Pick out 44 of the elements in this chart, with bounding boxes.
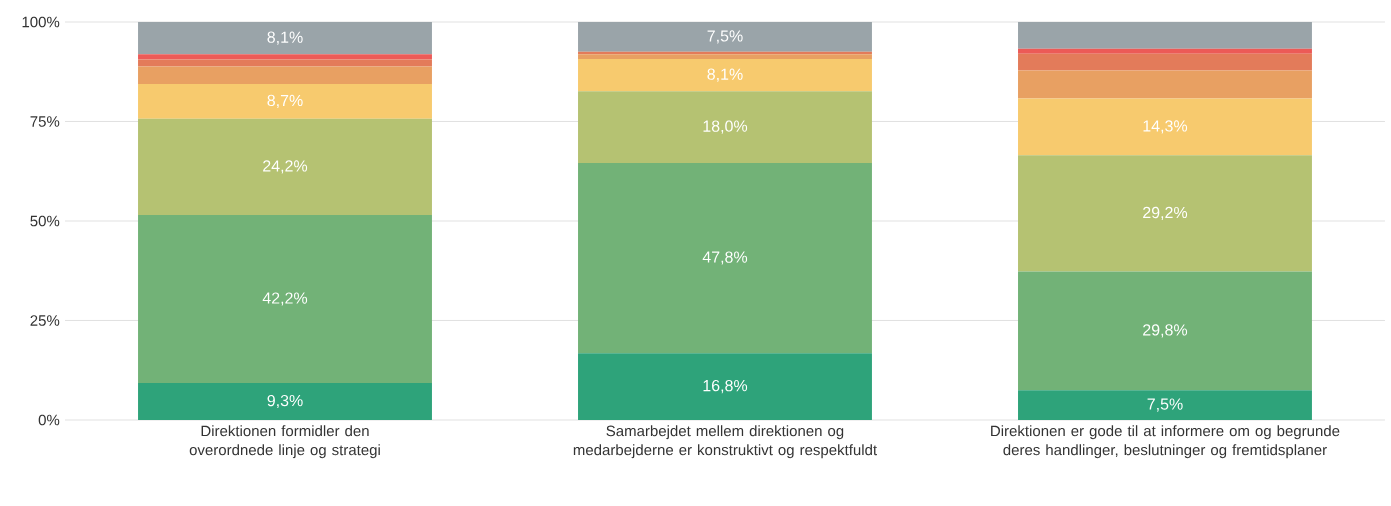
data-label: 18,0% [703,120,748,134]
bar [138,215,432,383]
data-label: 29,2% [1143,206,1188,221]
data-label: 42,2% [262,292,308,306]
bar [578,91,872,163]
bar [1018,155,1312,272]
bar [1018,98,1312,156]
data-label: 16,8% [703,379,748,394]
bar [1018,271,1312,391]
bar [578,59,872,92]
bar [1018,390,1312,420]
bar [138,59,432,67]
data-label: 9,3% [267,394,303,409]
data-label: 8,7% [267,94,303,108]
bar [578,162,872,354]
bar [578,54,872,60]
bar [1018,53,1312,71]
x-tick-label: Direktionen er gode til at informere om og begrunde deres handlinger, beslutninger og fremtidsplaner [991,425,1340,459]
data-label: 24,2% [263,160,308,174]
bar [138,84,432,119]
data-label: 8,1% [267,31,303,45]
x-tick-label: Direktionen formidler den overordnede linje og strategi [189,425,380,459]
bar [138,118,432,216]
y-tick-label: 0% [38,414,60,426]
bar [578,22,872,52]
y-tick-label: 75% [30,116,60,127]
data-label: 7,5% [707,30,743,44]
bar [138,54,432,60]
bar [1018,48,1312,54]
data-label: 7,5% [1147,398,1183,412]
y-tick-label: 100% [22,16,60,28]
bar [138,66,432,85]
y-tick-label: 25% [30,315,60,326]
data-label: 8,1% [707,68,743,82]
bar [578,353,872,420]
y-tick-label: 50% [30,215,60,227]
data-label: 29,8% [1143,324,1188,338]
data-label: 47,8% [702,251,748,265]
x-tick-label: Samarbejdet mellem direktionen og medarbejderne er konstruktivt og respektfuldt [573,425,877,459]
bar [138,382,432,420]
bar [1018,22,1312,49]
bar [138,22,432,55]
data-label: 14,3% [1143,120,1188,134]
bar [1018,70,1312,99]
